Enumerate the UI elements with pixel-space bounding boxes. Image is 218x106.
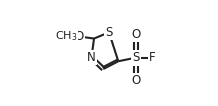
Text: N: N bbox=[87, 51, 96, 64]
Text: S: S bbox=[132, 51, 140, 64]
Text: F: F bbox=[149, 51, 156, 64]
Text: CH$_3$: CH$_3$ bbox=[55, 30, 78, 43]
Text: O: O bbox=[131, 28, 140, 41]
Text: O: O bbox=[131, 74, 140, 87]
Text: S: S bbox=[105, 26, 113, 39]
Text: O: O bbox=[74, 30, 84, 43]
